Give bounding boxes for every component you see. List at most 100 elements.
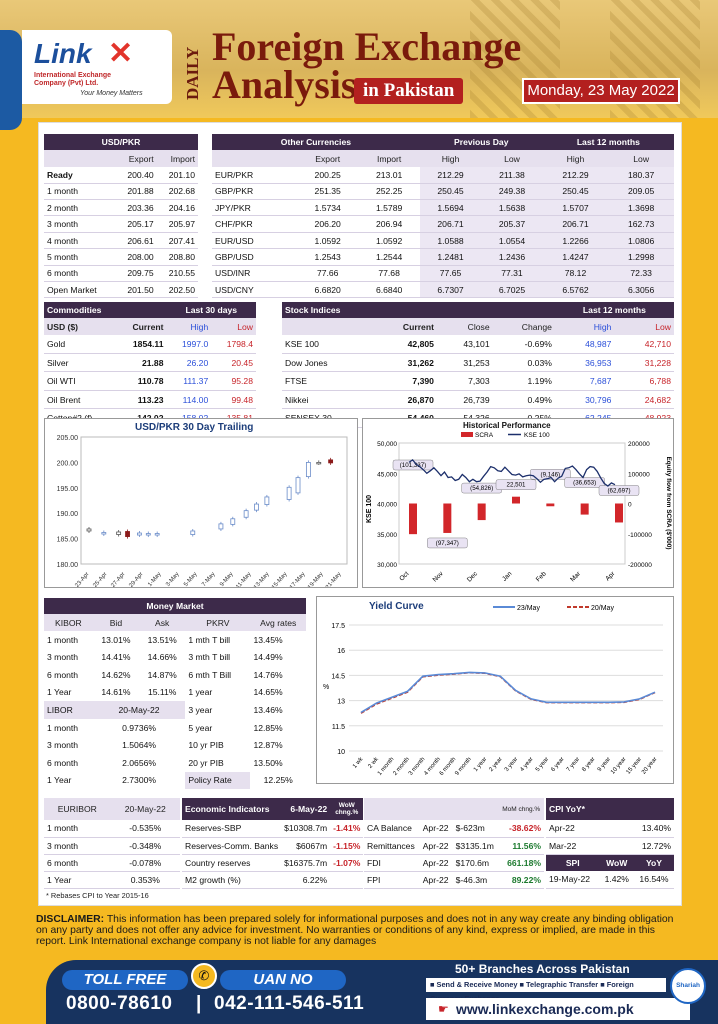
legend-label: KSE 100 [524,432,550,439]
table-cell: EUR/PKR [212,166,297,184]
table-cell: CHF/PKR [212,215,297,233]
x-tick-label: 13-May [253,571,270,587]
table-row: Apr-22 13.40% [546,820,674,838]
in-pakistan-badge: in Pakistan [354,78,464,104]
x-tick-label: Nov [432,570,446,584]
column-header: Low [633,153,650,164]
table-row: FPI Apr-22 $-46.3m 89.22% [364,871,544,889]
table-row: 4 month 206.61 207.41 [44,232,198,250]
table-cell: 1.2436 [481,248,543,266]
table-cell: 7,390 [373,371,437,391]
euribor-label: EURIBOR [57,804,97,814]
table-row: 19-May-22 1.42% 16.54% [546,871,674,889]
toll-free-number[interactable]: 0800-78610 [66,993,173,1014]
scra-bar [546,503,555,507]
table-title: Other Currencies [280,137,352,148]
candle [243,510,249,518]
table-cell: 1.0592 [358,232,420,250]
y2-axis-label: Equity flow from SCRA ($'000) [665,456,672,549]
table-cell: 14.41% [101,652,131,663]
column-header: High [593,321,612,332]
uan-label: UAN NO [220,970,346,990]
logo-mark-icon: ✕ [108,37,134,70]
cpi-table: CPI YoY* Apr-22 13.40% Mar-22 12.72% SPI WoW Yo… [546,798,674,889]
y-tick-label: 180.00 [57,562,79,569]
data-label-box [564,477,605,488]
table-cell: 48,987 [554,334,615,354]
table-cell: 1 Year [47,775,72,786]
report-date: Monday, 23 May 2022 [522,78,680,104]
y2-tick-label: 200000 [628,441,650,448]
column-header: USD ($) [47,321,79,332]
table-cell: 13.50% [253,757,283,768]
x-tick-label: 10 year [610,756,627,775]
table-cell: -0.69% [492,334,555,354]
header-row: USD/PKR [44,134,198,151]
table-cell: 0.9736% [122,722,157,733]
table-cell: Open Market [44,281,116,299]
table-cell: 2 month [44,199,116,217]
last-30-days-header: Last 30 days [185,305,238,316]
candle [264,496,270,505]
table-cell: 1.2266 [542,232,609,250]
table-cell: 212.29 [419,166,482,184]
table-cell: 208.00 [115,248,157,266]
table-cell: 0.03% [492,353,555,373]
table-cell: 249.38 [481,183,543,201]
table-cell: 206.61 [115,232,157,250]
table-cell: Mar-22 [546,837,600,855]
table-cell: 77.66 [296,265,359,283]
table-cell: 206.71 [419,215,482,233]
table-cell: M2 growth (%) [182,871,282,889]
table-row: Gold 1854.11 1997.0 1798.4 [44,334,256,354]
table-row: GBP/USD 1.2543 1.2544 1.2481 1.2436 1.4247 1.2… [212,248,674,266]
table-cell: 1.5638 [481,199,543,217]
column-header: Low [237,321,253,332]
scra-bar [443,503,452,533]
x-tick-label: 25-Apr [92,571,108,587]
table-cell: 24,682 [614,390,674,410]
table-cell: 250.45 [542,183,609,201]
page-title: Foreign Exchange Analysis [212,27,521,105]
y2-tick-label: 100000 [628,471,650,478]
daily-label: DAILY [183,46,202,100]
table-cell: 89.22% [498,871,544,889]
x-tick-label: 2 year [488,756,503,773]
website-link[interactable]: www.linkexchange.com.pk [426,998,690,1020]
table-cell: 1.0592 [296,232,359,250]
x-tick-label: 5-May [183,571,198,587]
y-axis-label: % [323,684,329,691]
column-header [212,150,297,166]
yield-curve-chart: Yield Curve 23/May 20/May 10 11.5 13 14.5 16 17… [316,596,674,784]
legend-label: 20/May [591,605,614,612]
y2-tick-label: -200000 [628,562,652,569]
table-cell: 12.87% [253,740,283,751]
column-header: Bid [109,617,123,628]
table-row: 1 Year 0.353% [44,871,180,889]
table-cell: 3 year [188,704,213,715]
table-cell: 43,101 [436,334,493,354]
scra-bar [477,503,486,521]
chart-title: Historical Performance [463,421,551,430]
x-tick-label: 19-May [307,571,324,587]
table-cell: 1.4247 [542,248,609,266]
data-label-box [598,485,640,496]
last-12-months-header: Last 12 months [576,137,640,148]
mom-header: MoM chng.% [502,805,541,813]
table-cell: Nikkei [282,390,374,410]
y-tick-label: 16 [337,648,345,655]
table-cell: -1.15% [330,837,364,855]
table-cell: 1 month [47,722,79,733]
table-cell: 14.76% [253,669,283,680]
table-cell: 1.5789 [358,199,420,217]
table-row: 6 month 209.75 210.55 [44,265,198,283]
table-cell: Apr-22 [419,854,453,872]
policy-rate: 12.25% [263,775,293,786]
table-cell: 1.2543 [296,248,359,266]
table-cell: 3 month [44,837,111,855]
table-cell: 21.88 [115,353,167,373]
table-row: USD/INR 77.66 77.68 77.65 77.31 78.12 72.33 [212,265,674,283]
uan-number[interactable]: 042-111-546-511 [214,993,365,1014]
table-row: 2 month 203.36 204.16 [44,199,198,217]
candle [86,528,92,532]
